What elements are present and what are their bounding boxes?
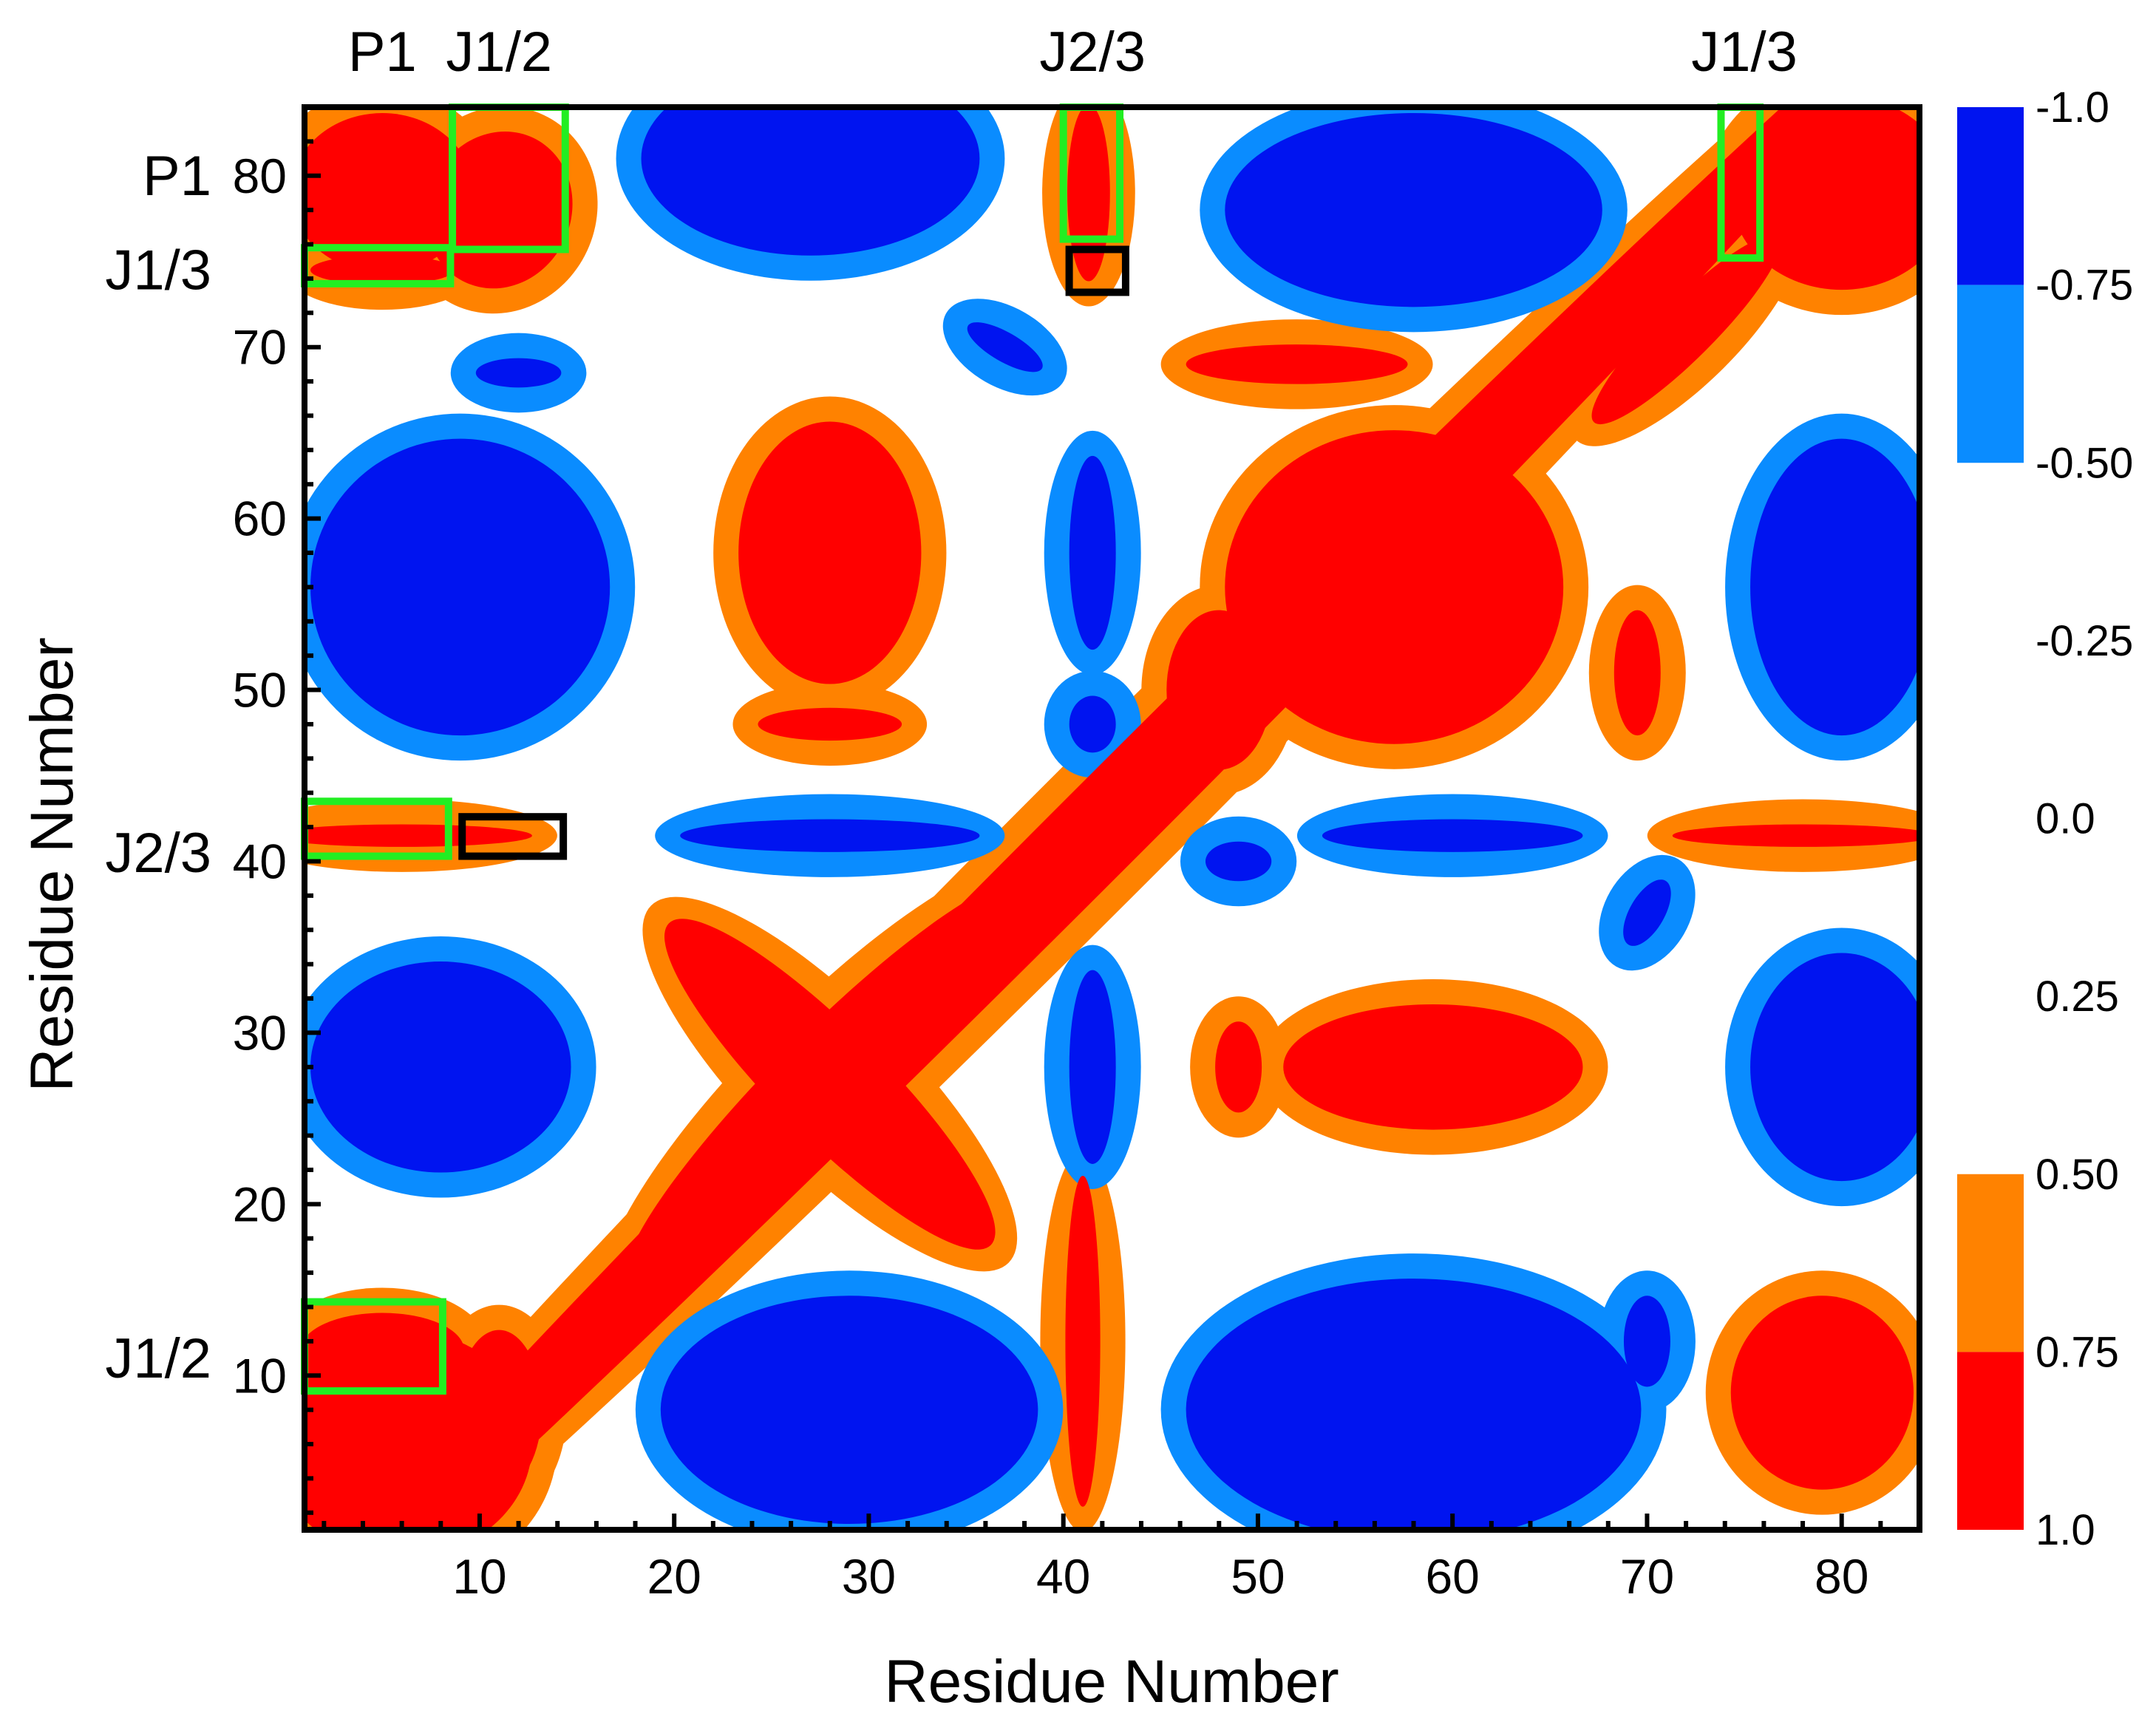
contour-region-inner-pos-j12-diag <box>456 1330 543 1490</box>
colorbar-tick-label: -0.75 <box>2036 262 2133 310</box>
x-tick-label: 40 <box>1036 1549 1090 1604</box>
contour-region-inner-neg-top-b <box>1225 112 1602 307</box>
contour-region-inner-pos-bigsq-tail <box>1166 610 1272 770</box>
x-tick-label: 10 <box>452 1549 506 1604</box>
contour-region-inner-neg-bl-a <box>310 961 571 1173</box>
top-region-label: J1/2 <box>446 21 552 84</box>
colorbar-tick-label: 0.50 <box>2036 1151 2119 1199</box>
x-tick-label: 50 <box>1231 1549 1285 1604</box>
colorbar-tick-label: 0.0 <box>2036 795 2095 843</box>
x-tick-label: 20 <box>647 1549 701 1604</box>
contour-region-inner-pos-j23-top <box>1067 107 1110 282</box>
left-region-label: J1/3 <box>105 239 211 302</box>
y-tick-label: 30 <box>233 1005 287 1060</box>
y-axis-ticks: 10 20 30 40 50 60 70 80 <box>233 105 321 1515</box>
colorbar-neutral <box>1957 463 2024 1174</box>
contour-region-inner-pos-r-strip <box>1613 610 1661 736</box>
y-tick-label: 70 <box>233 320 287 375</box>
contour-region-inner-neg-br-a <box>1750 953 1919 1182</box>
contour-region-inner-neg-tl-a <box>310 438 611 736</box>
contour-region-inner-neg-tr-a <box>1750 438 1919 736</box>
contour-region-inner-neg-j23-v2 <box>1069 970 1116 1164</box>
contour-region-inner-pos-j13-x <box>310 255 455 285</box>
colorbar-tick-label: 0.75 <box>2036 1328 2119 1376</box>
contour-region-inner-neg-small-5 <box>1205 841 1272 882</box>
y-tick-label: 50 <box>233 663 287 718</box>
colorbar-tick-label: 1.0 <box>2036 1506 2095 1554</box>
contour-region-inner-neg-bottom-b <box>1186 1279 1642 1530</box>
left-region-label: P1 <box>143 145 211 208</box>
contour-region-inner-neg-small-1 <box>475 358 562 388</box>
x-axis-title: Residue Number <box>884 1648 1339 1715</box>
colorbar-tick-label: -0.25 <box>2036 617 2133 665</box>
colorbar-band-1 <box>1957 285 2024 463</box>
top-region-label: J2/3 <box>1039 21 1146 84</box>
contour-region-inner-neg-bottom-a <box>660 1296 1038 1524</box>
contour-region-inner-neg-small-3 <box>1623 879 1671 946</box>
y-tick-label: 20 <box>233 1177 287 1231</box>
top-region-label: J1/3 <box>1691 21 1798 84</box>
x-tick-label: 70 <box>1620 1549 1674 1604</box>
y-tick-label: 40 <box>233 834 287 888</box>
contour-region-inner-neg-small-6 <box>1069 695 1116 753</box>
top-region-label: P1 <box>348 21 417 84</box>
y-axis-title: Residue Number <box>18 637 86 1092</box>
contour-region-inner-pos-j23-right <box>1672 824 1919 847</box>
contour-region-inner-pos-blob-48 <box>758 707 902 741</box>
colorbar: -1.0 -0.75 -0.50 -0.25 0.0 0.25 0.50 0.75 1.0 <box>1957 84 2133 1554</box>
colorbar-tick-label: 0.25 <box>2036 973 2119 1021</box>
colorbar-band-3 <box>1957 1352 2024 1530</box>
x-tick-label: 30 <box>842 1549 896 1604</box>
highlight-box-7 <box>458 813 568 860</box>
plot-frame <box>302 104 1922 1533</box>
contour-region-inner-neg-j23-v1 <box>1069 455 1116 650</box>
contour-region-inner-neg-tl-b <box>641 107 980 256</box>
y-tick-label: 80 <box>233 149 287 203</box>
colorbar-tick-label: -0.50 <box>2036 439 2133 487</box>
contour-region-inner-pos-br-corner <box>1730 1296 1914 1490</box>
contour-region-inner-pos-right-mid <box>1283 1004 1583 1130</box>
colorbar-band-2 <box>1957 1174 2024 1352</box>
x-tick-label: 80 <box>1815 1549 1868 1604</box>
contour-region-inner-pos-right-mid2 <box>1215 1021 1262 1113</box>
contour-region-inner-neg-j23-h2 <box>1322 819 1583 852</box>
colorbar-tick-label: -1.0 <box>2036 84 2109 132</box>
y-tick-label: 60 <box>233 491 287 546</box>
contour-region-inner-pos-tr-arm <box>1591 235 1781 425</box>
x-tick-label: 60 <box>1425 1549 1479 1604</box>
contour-region-inner-pos-bigsq <box>1225 430 1564 744</box>
colorbar-band-0 <box>1957 107 2024 285</box>
contour-region-inner-pos-j12-bl <box>305 1313 464 1387</box>
contour-region-inner-pos-j23-strip <box>1065 1175 1101 1507</box>
top-region-labels: P1 J1/2 J2/3 J1/3 <box>348 21 1798 84</box>
highlight-box-6 <box>1065 245 1129 296</box>
contour-region-inner-neg-j23-h1 <box>680 819 980 852</box>
contour-region-inner-pos-h-strip <box>1186 344 1408 384</box>
x-axis-ticks: 10 20 30 40 50 60 70 80 <box>322 1514 1922 1604</box>
contour-region-inner-pos-upper-left <box>738 421 922 684</box>
contour-region-inner-neg-small-2 <box>967 322 1043 372</box>
contour-region-inner-pos-x-2 <box>664 919 996 1250</box>
left-region-labels: P1 J1/3 J2/3 J1/2 <box>105 145 211 1390</box>
y-tick-label: 10 <box>233 1348 287 1403</box>
contour-region-inner-pos-j23-left <box>305 824 532 847</box>
contour-region-inner-neg-small-4 <box>1623 1296 1670 1387</box>
left-region-label: J1/2 <box>105 1327 211 1390</box>
left-region-label: J2/3 <box>105 822 211 885</box>
